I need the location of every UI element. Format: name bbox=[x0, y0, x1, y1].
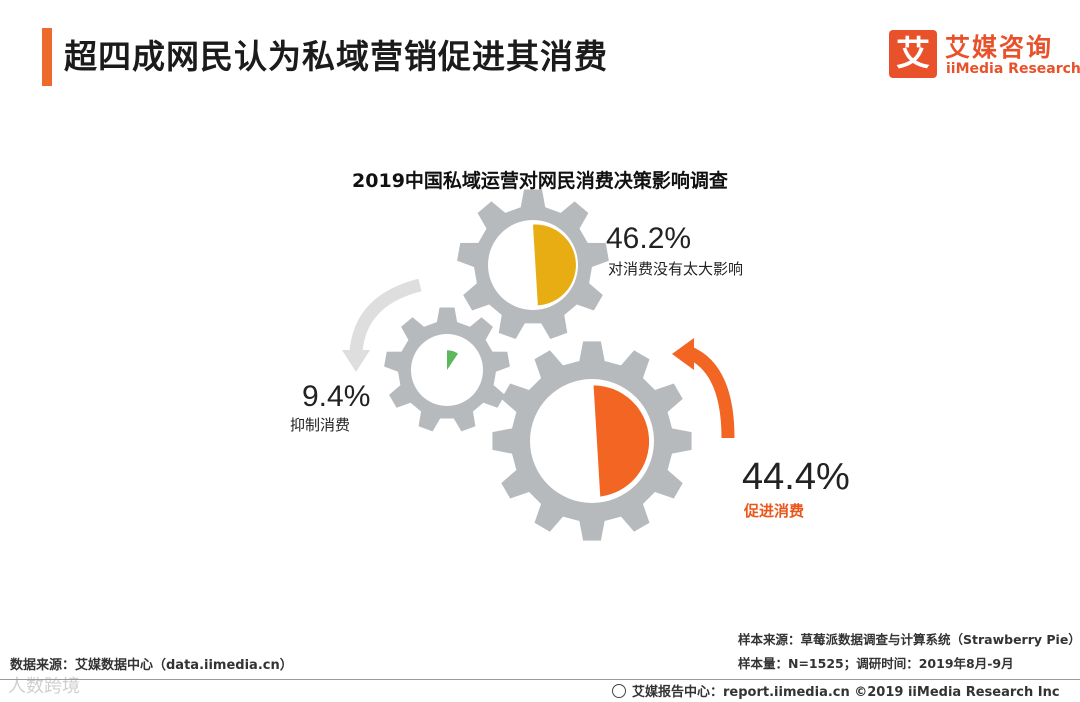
gear-no-effect-value-segment bbox=[532, 224, 576, 306]
footer: 艾媒报告中心：report.iimedia.cn ©2019 iiMedia R… bbox=[612, 681, 1060, 700]
sample-info: 样本来源：草莓派数据调查与计算系统（Strawberry Pie） 样本量：N=… bbox=[738, 628, 1080, 676]
data-label-suppress-name: 抑制消费 bbox=[290, 416, 351, 434]
data-label-no-effect-value: 46.2% bbox=[606, 222, 692, 255]
logo-english-name: iiMedia Research bbox=[946, 61, 1080, 77]
data-label-suppress-value: 9.4% bbox=[302, 380, 371, 413]
gear-promote-value-segment bbox=[593, 385, 650, 497]
title-accent-bar bbox=[42, 28, 52, 86]
data-source: 数据来源：艾媒数据中心（data.iimedia.cn） bbox=[10, 658, 293, 673]
watermark: 人数跨境 bbox=[8, 676, 80, 697]
globe-icon bbox=[612, 684, 626, 698]
page-title: 超四成网民认为私域营销促进其消费 bbox=[64, 37, 608, 76]
data-label-no-effect-name: 对消费没有太大影响 bbox=[608, 260, 744, 278]
chart-title: 2019中国私域运营对网民消费决策影响调查 bbox=[352, 170, 728, 192]
logo-mark: 艾 bbox=[889, 30, 937, 78]
gear-promote bbox=[492, 341, 692, 541]
footer-divider bbox=[0, 679, 1080, 680]
iimedia-logo: 艾 艾媒咨询 iiMedia Research bbox=[889, 30, 1080, 80]
logo-chinese-name: 艾媒咨询 bbox=[945, 33, 1054, 62]
curve-arrow-gray bbox=[349, 278, 422, 353]
gear-no-effect bbox=[457, 189, 609, 339]
sample-size: 样本量：N=1525；调研时间：2019年8月-9月 bbox=[738, 656, 1014, 671]
sample-source: 样本来源：草莓派数据调查与计算系统（Strawberry Pie） bbox=[738, 632, 1080, 647]
data-label-promote-name: 促进消费 bbox=[744, 502, 805, 520]
curve-arrow-orange bbox=[685, 345, 735, 439]
curve-arrow-orange-head bbox=[672, 338, 694, 370]
curve-arrow-gray-head bbox=[342, 350, 370, 372]
data-label-promote-value: 44.4% bbox=[742, 456, 850, 498]
footer-text: 艾媒报告中心：report.iimedia.cn ©2019 iiMedia R… bbox=[632, 685, 1060, 700]
gear-suppress-value-segment bbox=[447, 350, 459, 370]
gear-suppress bbox=[384, 307, 510, 432]
